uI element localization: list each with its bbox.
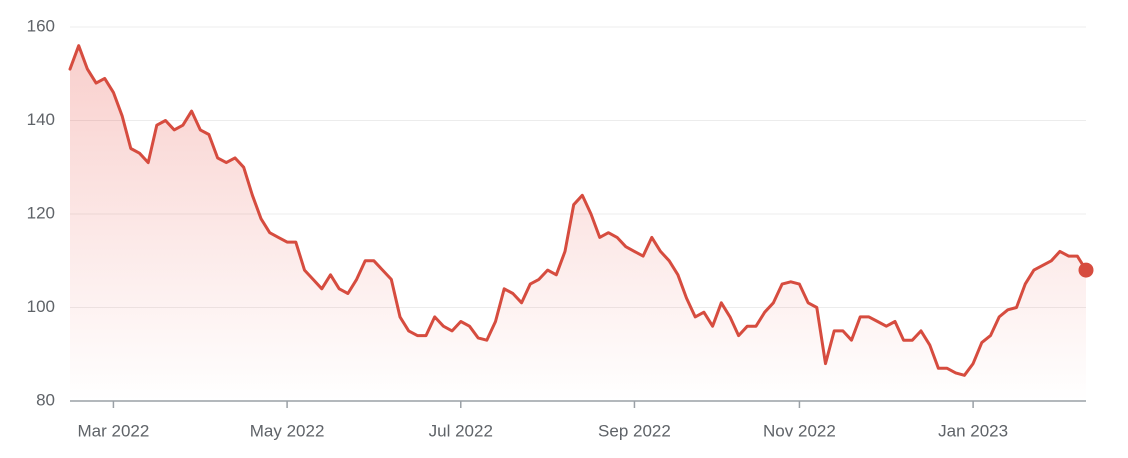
x-tick-label: Nov 2022: [763, 421, 836, 440]
x-tick-label: Sep 2022: [598, 421, 671, 440]
x-tick-label: May 2022: [250, 421, 325, 440]
y-tick-label: 140: [27, 110, 55, 129]
line: [68, 44, 1088, 377]
y-tick-label: 100: [27, 297, 55, 316]
x-tick-label: Mar 2022: [78, 421, 150, 440]
x-tick-label: Jul 2022: [429, 421, 493, 440]
x-tick-label: Jan 2023: [938, 421, 1008, 440]
y-tick-label: 160: [27, 16, 55, 35]
y-tick-label: 120: [27, 203, 55, 222]
area: [70, 45, 1086, 401]
last-point: [1078, 262, 1094, 278]
y-tick-label: 80: [36, 390, 55, 409]
